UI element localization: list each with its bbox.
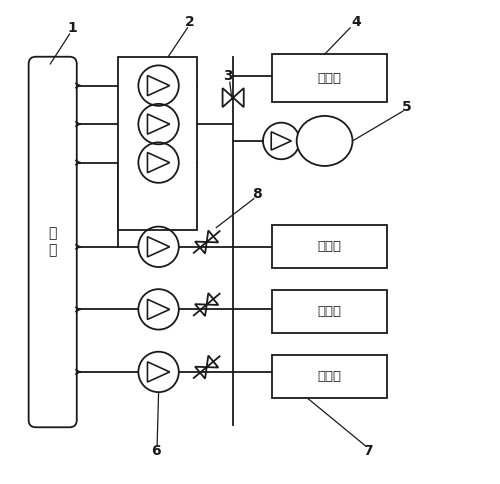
Bar: [272, 225, 387, 269]
Text: 水
池: 水 池: [48, 227, 57, 257]
FancyBboxPatch shape: [28, 57, 77, 427]
Text: 冷冻机: 冷冻机: [318, 305, 342, 318]
Bar: [272, 355, 387, 398]
Text: 6: 6: [152, 444, 161, 458]
Bar: [118, 57, 197, 230]
Text: 2: 2: [185, 15, 194, 29]
Text: 冷冻机: 冷冻机: [318, 241, 342, 253]
Text: 7: 7: [363, 444, 372, 458]
Bar: [272, 54, 387, 103]
Text: 5: 5: [402, 100, 411, 114]
Text: 冷冻机: 冷冻机: [318, 72, 342, 85]
Text: 3: 3: [224, 69, 233, 83]
Bar: [272, 290, 387, 333]
Text: 4: 4: [351, 15, 360, 29]
Text: 1: 1: [67, 21, 77, 35]
Text: 8: 8: [252, 187, 262, 201]
Ellipse shape: [296, 116, 352, 166]
Text: 冷冻机: 冷冻机: [318, 370, 342, 383]
